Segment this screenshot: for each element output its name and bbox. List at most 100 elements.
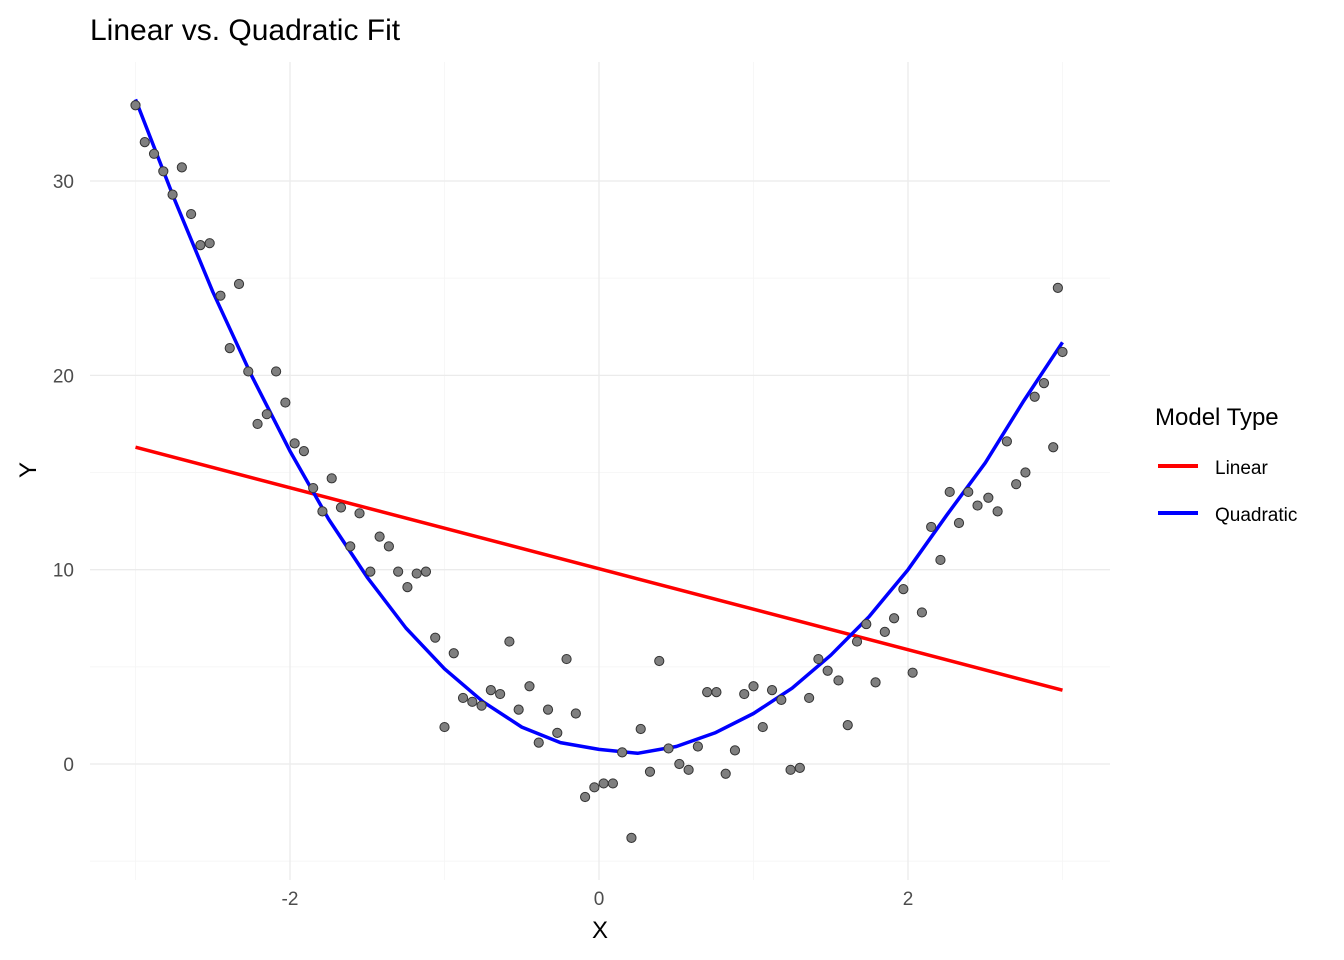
data-point bbox=[663, 743, 674, 754]
data-point bbox=[617, 747, 628, 758]
data-point bbox=[542, 704, 554, 715]
y-tick-label: 20 bbox=[53, 366, 74, 387]
data-point bbox=[813, 653, 824, 665]
data-point bbox=[261, 409, 272, 420]
data-point bbox=[748, 681, 759, 692]
data-point bbox=[354, 508, 365, 519]
data-point bbox=[851, 636, 863, 647]
data-point bbox=[495, 688, 506, 700]
data-point bbox=[626, 832, 637, 843]
data-point bbox=[963, 486, 974, 498]
data-point bbox=[785, 764, 796, 775]
data-point bbox=[570, 708, 581, 719]
legend-title: Model Type bbox=[1155, 404, 1279, 431]
data-point bbox=[176, 162, 187, 173]
data-point bbox=[1057, 346, 1068, 358]
data-point bbox=[402, 582, 413, 593]
data-point bbox=[430, 632, 441, 643]
x-tick-label: 2 bbox=[903, 889, 914, 910]
data-point bbox=[552, 727, 563, 739]
data-point bbox=[139, 137, 150, 148]
data-point bbox=[1001, 436, 1012, 447]
data-point bbox=[420, 566, 432, 577]
data-point bbox=[365, 566, 376, 577]
data-point bbox=[148, 148, 160, 159]
data-point bbox=[1038, 378, 1050, 389]
data-point bbox=[888, 613, 900, 624]
data-point bbox=[654, 655, 665, 667]
y-axis-ticks: 0 10 20 30 bbox=[53, 172, 74, 776]
data-point bbox=[1029, 391, 1040, 402]
data-point bbox=[1052, 282, 1063, 293]
data-point bbox=[739, 688, 750, 700]
data-point bbox=[289, 438, 300, 449]
data-point bbox=[711, 686, 722, 698]
data-point bbox=[326, 473, 337, 484]
data-point bbox=[186, 208, 197, 220]
data-point bbox=[215, 290, 226, 301]
data-point bbox=[195, 240, 206, 251]
data-point bbox=[926, 521, 937, 533]
data-point bbox=[879, 626, 890, 637]
data-point bbox=[533, 737, 544, 748]
data-point bbox=[457, 692, 469, 704]
data-point bbox=[833, 675, 844, 686]
data-point bbox=[476, 700, 487, 711]
data-point bbox=[776, 694, 787, 705]
data-point bbox=[757, 721, 768, 733]
data-point bbox=[561, 653, 572, 665]
chart-title: Linear vs. Quadratic Fit bbox=[90, 14, 401, 47]
data-point bbox=[158, 166, 169, 177]
data-point bbox=[167, 189, 178, 200]
data-point bbox=[589, 782, 600, 793]
data-point bbox=[374, 531, 385, 542]
data-point bbox=[935, 554, 946, 566]
data-point bbox=[467, 696, 478, 707]
data-point bbox=[804, 692, 815, 704]
data-point bbox=[972, 500, 983, 511]
data-point bbox=[345, 541, 356, 552]
data-point bbox=[393, 566, 404, 577]
data-point bbox=[702, 686, 713, 698]
data-point bbox=[130, 100, 141, 111]
data-point bbox=[683, 764, 694, 775]
data-points bbox=[130, 100, 1068, 843]
data-point bbox=[729, 745, 741, 756]
data-point bbox=[898, 584, 909, 595]
data-point bbox=[485, 685, 496, 696]
data-point bbox=[524, 681, 535, 692]
data-point bbox=[579, 791, 591, 803]
y-tick-label: 10 bbox=[53, 561, 74, 582]
data-point bbox=[298, 446, 310, 457]
legend-label-linear: Linear bbox=[1215, 458, 1268, 479]
legend: Model Type Linear Quadratic bbox=[1155, 404, 1297, 526]
data-point bbox=[983, 492, 994, 503]
data-point bbox=[1020, 467, 1031, 478]
data-point bbox=[953, 517, 965, 529]
series-lines bbox=[133, 98, 1064, 756]
data-point bbox=[635, 723, 646, 735]
data-point bbox=[842, 720, 853, 731]
data-point bbox=[944, 486, 955, 498]
x-axis-ticks: -2 0 2 bbox=[282, 889, 914, 910]
data-point bbox=[992, 506, 1003, 517]
data-point bbox=[766, 685, 778, 696]
data-point bbox=[870, 677, 881, 688]
y-tick-label: 30 bbox=[53, 172, 74, 193]
data-point bbox=[720, 768, 731, 779]
y-axis-title: Y bbox=[15, 462, 42, 478]
data-point bbox=[861, 618, 872, 630]
data-point bbox=[916, 607, 928, 618]
y-tick-label: 0 bbox=[63, 755, 74, 776]
x-tick-label: 0 bbox=[594, 889, 605, 910]
data-point bbox=[252, 418, 263, 430]
data-point bbox=[243, 366, 254, 377]
data-point bbox=[280, 397, 291, 408]
data-point bbox=[439, 721, 450, 733]
data-point bbox=[317, 506, 328, 517]
data-point bbox=[1011, 479, 1022, 490]
x-tick-label: -2 bbox=[282, 889, 299, 910]
data-point bbox=[504, 636, 515, 647]
